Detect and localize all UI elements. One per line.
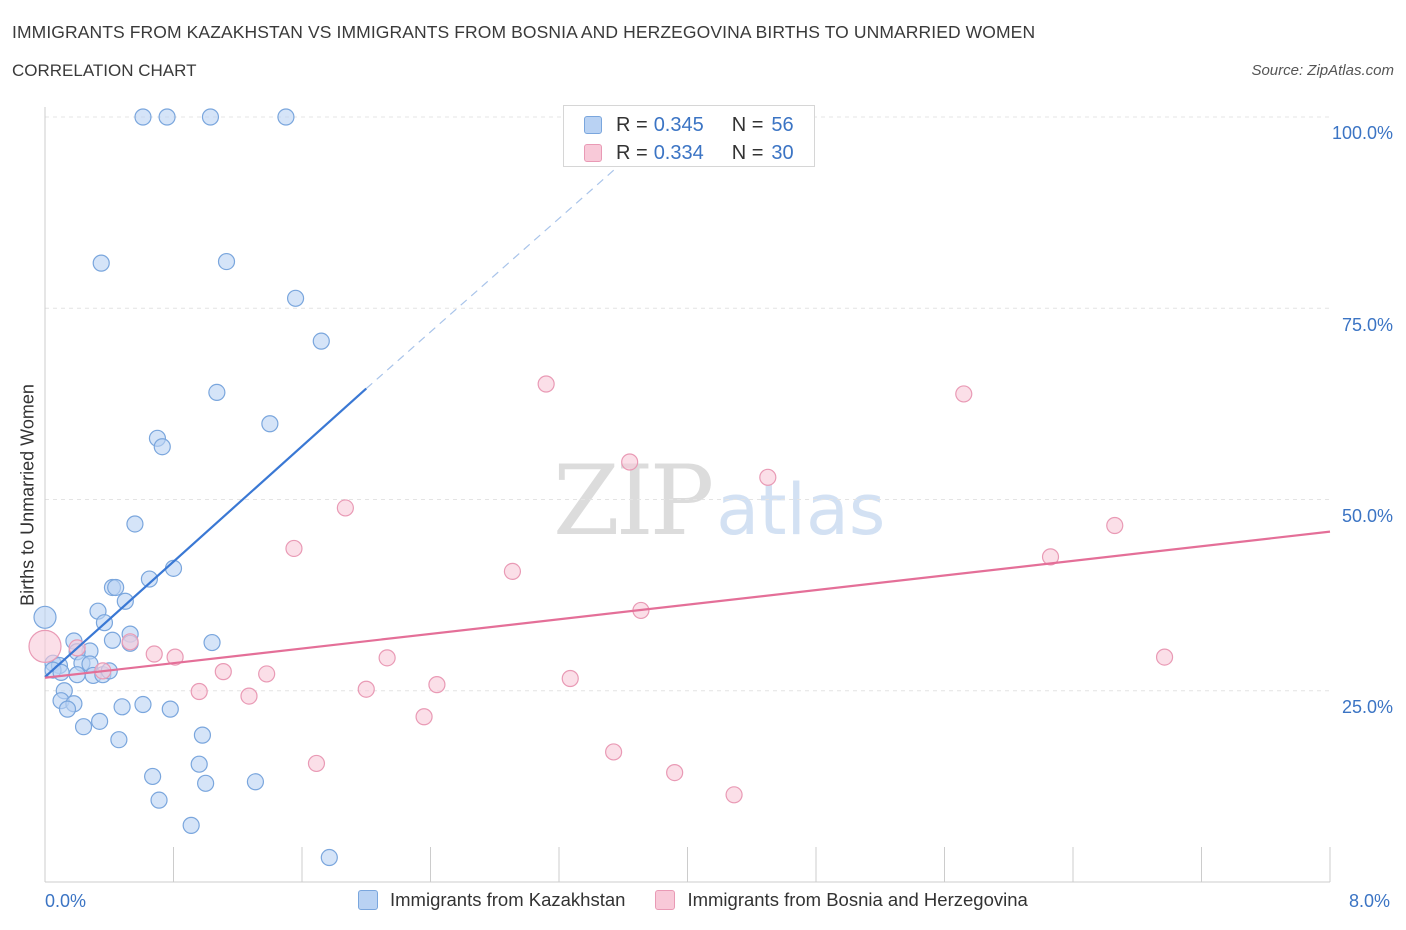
y-tick-label-50: 50.0%: [1341, 506, 1393, 526]
kazakhstan-point: [208, 383, 226, 401]
x-tick-label-min: 0.0%: [45, 891, 87, 911]
kazakhstan-point: [58, 700, 77, 718]
legend-item-bosnia[interactable]: Immigrants from Bosnia and Herzegovina: [655, 889, 1028, 911]
kazakhstan-point: [134, 695, 152, 714]
kazakhstan-trend-extension: [365, 147, 640, 390]
bosnia-point: [121, 633, 139, 651]
bosnia-point: [503, 562, 522, 581]
kazakhstan-point: [134, 108, 152, 126]
legend-item-kazakhstan[interactable]: Immigrants from Kazakhstan: [358, 889, 625, 911]
kazakhstan-point: [261, 415, 279, 433]
kazakhstan-point: [193, 726, 212, 744]
bosnia-point: [166, 648, 184, 666]
r-label: R =: [616, 141, 648, 164]
trend-lines: [44, 387, 1331, 679]
kazakhstan-point: [144, 767, 162, 786]
kazakhstan-point: [158, 108, 176, 126]
kazakhstan-point: [113, 698, 131, 716]
bosnia-swatch: [584, 144, 602, 162]
legend-label-bosnia: Immigrants from Bosnia and Herzegovina: [687, 889, 1028, 910]
kazakhstan-point: [201, 108, 220, 126]
kazakhstan-point: [107, 578, 125, 597]
bosnia-point: [378, 649, 396, 667]
data-points: [28, 108, 1174, 867]
kazakhstan-point: [74, 718, 93, 736]
bosnia-point: [258, 665, 276, 683]
kazakhstan-point: [153, 438, 171, 456]
r-label: R =: [616, 113, 648, 136]
y-tick-label-25: 25.0%: [1341, 697, 1393, 717]
bosnia-point: [428, 676, 446, 694]
bosnia-point: [336, 499, 354, 517]
kazakhstan-trend-line: [44, 387, 367, 678]
bosnia-point: [214, 663, 232, 681]
kazakhstan-point: [140, 570, 159, 588]
stats-legend-row-bosnia: R = 0.334 N = 30: [584, 141, 794, 165]
n-value: 30: [771, 141, 794, 164]
n-label: N =: [731, 113, 764, 136]
kazakhstan-point: [92, 254, 110, 272]
y-tick-label-75: 75.0%: [1341, 315, 1393, 335]
r-value: 0.334: [653, 141, 704, 164]
kazakhstan-point: [110, 731, 128, 749]
bosnia-point: [725, 786, 743, 804]
bosnia-point: [561, 669, 579, 688]
kazakhstan-point: [246, 773, 265, 791]
n-value: 56: [771, 113, 794, 136]
bosnia-point: [357, 680, 375, 698]
kazakhstan-point: [312, 332, 330, 350]
bosnia-point: [1106, 516, 1124, 535]
kazakhstan-point: [150, 791, 168, 809]
kazakhstan-point: [320, 848, 338, 867]
kazakhstan-point: [203, 633, 221, 652]
kazakhstan-point: [277, 108, 295, 126]
bosnia-point: [759, 468, 777, 486]
bosnia-point: [190, 682, 208, 701]
bosnia-point: [415, 708, 433, 726]
bosnia-point: [145, 645, 163, 663]
r-value: 0.345: [653, 113, 704, 136]
bosnia-point: [1155, 648, 1174, 666]
n-label: N =: [731, 141, 764, 164]
bosnia-point: [307, 754, 326, 773]
legend-label-kazakhstan: Immigrants from Kazakhstan: [390, 889, 626, 910]
kazakhstan-swatch: [584, 116, 602, 134]
kazakhstan-point: [161, 700, 179, 718]
kazakhstan-point: [286, 289, 305, 307]
kazakhstan-point: [190, 755, 208, 773]
chart-title: IMMIGRANTS FROM KAZAKHSTAN VS IMMIGRANTS…: [12, 22, 1036, 42]
bosnia-swatch: [655, 890, 676, 910]
y-axis-label: Births to Unmarried Women: [17, 384, 38, 606]
x-tick-label-max: 8.0%: [1349, 891, 1391, 911]
kazakhstan-point: [91, 712, 109, 730]
axes: [44, 107, 1331, 883]
kazakhstan-point: [197, 774, 215, 792]
bosnia-point: [537, 375, 555, 393]
chart-subtitle: CORRELATION CHART: [12, 61, 197, 80]
source-label: Source: ZipAtlas.com: [1251, 62, 1394, 79]
bosnia-point: [955, 385, 973, 403]
bosnia-point: [28, 629, 62, 663]
bosnia-point: [1041, 548, 1060, 566]
bosnia-trend-line: [44, 530, 1331, 679]
stats-legend: R = 0.345 N = 56 R = 0.334 N = 30: [563, 105, 815, 167]
kazakhstan-point: [182, 816, 200, 834]
stats-legend-row-kazakhstan: R = 0.345 N = 56: [584, 113, 794, 137]
bosnia-point: [285, 539, 303, 558]
kazakhstan-swatch: [358, 890, 378, 910]
kazakhstan-point: [217, 252, 236, 271]
bosnia-point: [240, 687, 258, 705]
kazakhstan-point: [33, 605, 57, 629]
bosnia-point: [605, 743, 623, 761]
kazakhstan-point: [103, 631, 122, 649]
series-legend: Immigrants from Kazakhstan Immigrants fr…: [358, 889, 1058, 911]
kazakhstan-point: [126, 515, 144, 533]
y-tick-label-100: 100.0%: [1331, 123, 1393, 143]
kazakhstan-point: [116, 592, 134, 610]
bosnia-point: [666, 764, 684, 782]
bosnia-point: [621, 453, 639, 471]
trend-extensions: [365, 147, 640, 390]
